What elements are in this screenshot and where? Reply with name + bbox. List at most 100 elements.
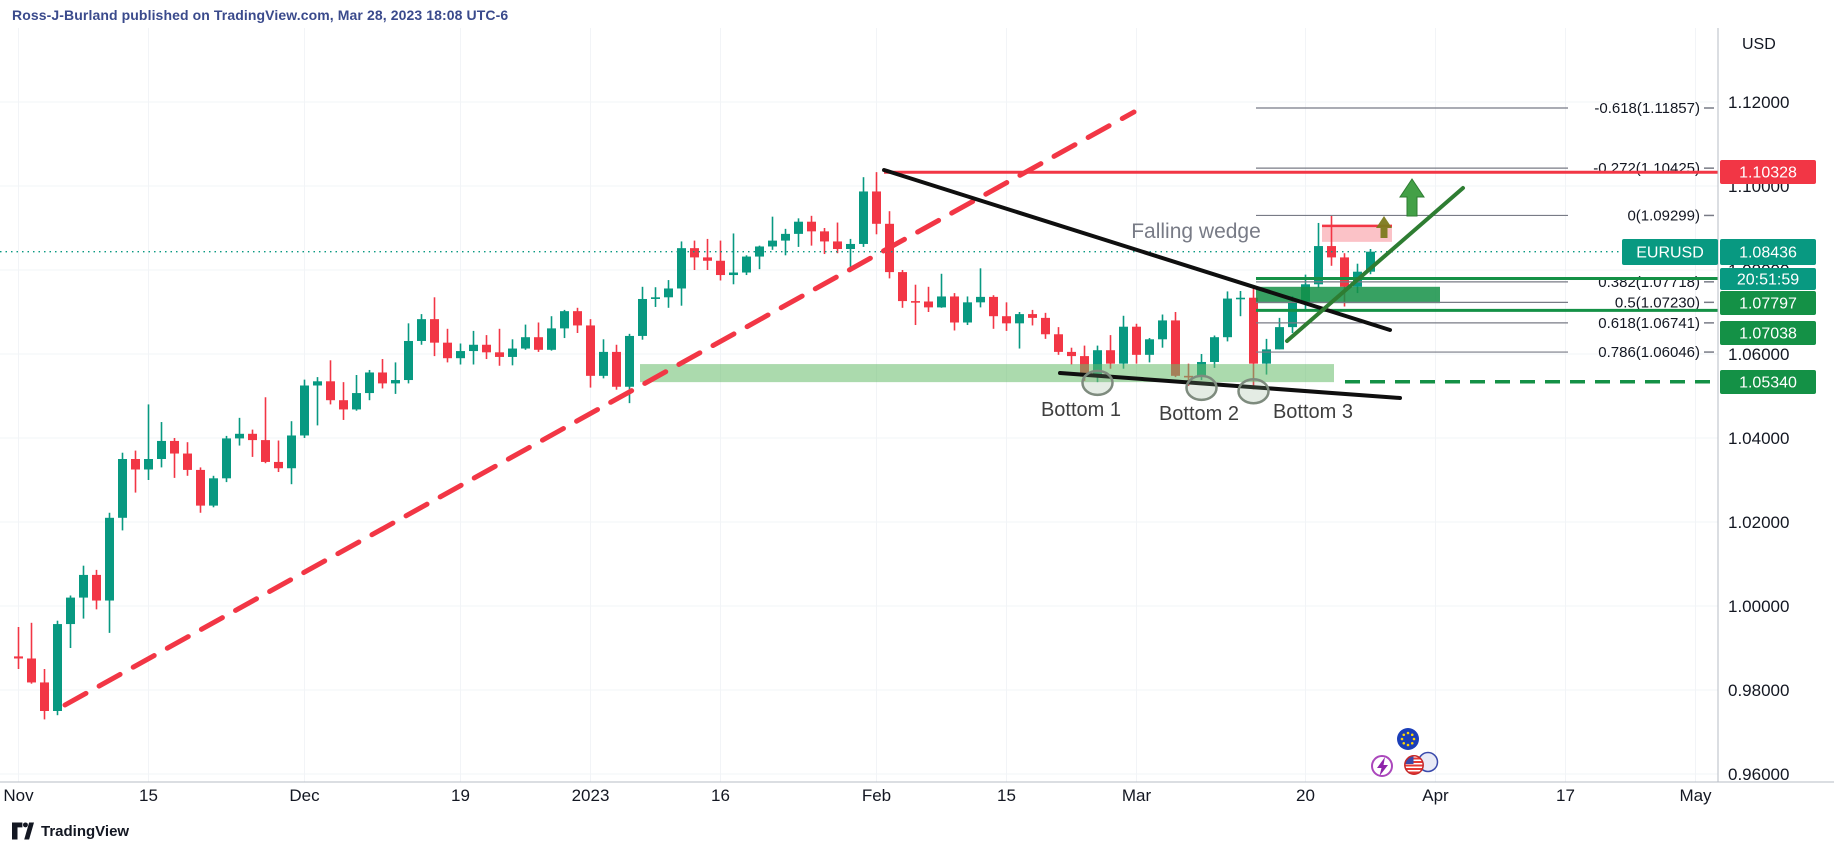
svg-text:2023: 2023: [572, 786, 610, 805]
candle: [131, 450, 140, 493]
candle: [859, 177, 868, 247]
candle: [573, 307, 582, 333]
candle: [989, 295, 998, 329]
fib-retracement[interactable]: -0.618(1.11857) -0.272(1.10425) 0(1.09299)…: [1256, 100, 1714, 361]
candle: [677, 241, 686, 306]
price-axis[interactable]: [1718, 0, 1834, 782]
annotation-falling-wedge: Falling wedge: [1131, 220, 1261, 243]
candle: [950, 293, 959, 331]
candle: [1067, 347, 1076, 365]
ascending-dashed-trendline[interactable]: [62, 109, 1137, 708]
candle: [742, 255, 751, 276]
candle: [924, 286, 933, 312]
breakout-trendline[interactable]: [1285, 186, 1465, 343]
fib-level-label: 0.786(1.06046): [1598, 344, 1700, 361]
candle: [274, 440, 283, 473]
price-badge: [1720, 239, 1816, 265]
candle: [170, 438, 179, 478]
candle: [417, 314, 426, 345]
fib-level-label: -0.272(1.10425): [1593, 160, 1700, 177]
candle: [872, 172, 881, 235]
candle: [482, 335, 491, 360]
fib-level-label: 0.618(1.06741): [1598, 315, 1700, 332]
small-arrow-icon[interactable]: [1376, 216, 1392, 238]
candle: [1119, 315, 1128, 369]
candle: [690, 240, 699, 270]
bottom-marker-circle[interactable]: [1237, 378, 1270, 405]
svg-text:1.07038: 1.07038: [1739, 326, 1797, 343]
candle: [534, 322, 543, 352]
candle: [1145, 338, 1154, 363]
candle: [638, 286, 647, 340]
candle: [937, 273, 946, 308]
candle: [313, 377, 322, 426]
footer-bar: TradingView: [12, 822, 129, 840]
candle: [547, 316, 556, 351]
candle: [1132, 323, 1141, 364]
candle: [209, 475, 218, 508]
support-zone[interactable]: [640, 364, 1334, 383]
wedge-upper-trendline[interactable]: [882, 168, 1392, 332]
candle: [391, 362, 400, 394]
candle: [1041, 312, 1050, 339]
svg-text:1.08436: 1.08436: [1739, 245, 1797, 262]
fib-level-label: 0(1.09299): [1627, 207, 1700, 224]
fib-level-label: -0.618(1.11857): [1594, 100, 1700, 117]
candle: [612, 344, 621, 390]
candle: [820, 228, 829, 255]
svg-text:Dec: Dec: [289, 786, 320, 805]
candle: [183, 442, 192, 476]
candle: [66, 595, 75, 648]
svg-text:0.96000: 0.96000: [1728, 765, 1789, 784]
svg-text:0.98000: 0.98000: [1728, 681, 1789, 700]
svg-text:15: 15: [997, 786, 1016, 805]
svg-text:15: 15: [139, 786, 158, 805]
svg-text:17: 17: [1556, 786, 1575, 805]
candle: [157, 422, 166, 468]
candle: [430, 297, 439, 357]
svg-text:20:51:59: 20:51:59: [1737, 272, 1799, 289]
attribution-text: Ross-J-Burland published on TradingView.…: [12, 7, 509, 23]
svg-text:1.10328: 1.10328: [1739, 165, 1797, 182]
candle: [495, 328, 504, 366]
candle: [794, 218, 803, 247]
candle: [1210, 335, 1219, 368]
svg-text:EURUSD: EURUSD: [1636, 245, 1704, 262]
tradingview-logo-text[interactable]: TradingView: [41, 822, 130, 840]
tradingview-logo-icon[interactable]: [12, 822, 34, 840]
price-badge: [1720, 291, 1816, 315]
candle: [300, 379, 309, 438]
bottom-marker-circle[interactable]: [1081, 369, 1114, 397]
fib-level-label: 0.382(1.07718): [1598, 274, 1700, 291]
candle: [443, 328, 452, 363]
candle: [53, 620, 62, 716]
candle: [1054, 327, 1063, 355]
wedge-lower-trendline[interactable]: [1058, 371, 1402, 400]
candle: [287, 421, 296, 485]
candle: [1236, 291, 1245, 317]
annotation-bottom-2: Bottom 2: [1159, 403, 1239, 425]
candle: [14, 627, 23, 669]
candle: [339, 382, 348, 420]
candle: [755, 245, 764, 270]
candle: [456, 343, 465, 365]
candle: [365, 369, 374, 401]
svg-text:Mar: Mar: [1122, 786, 1152, 805]
svg-text:16: 16: [711, 786, 730, 805]
bullish-arrow-icon[interactable]: [1399, 178, 1425, 217]
supply-zone[interactable]: [1322, 225, 1392, 242]
time-axis[interactable]: [0, 782, 1834, 850]
svg-text:1.06000: 1.06000: [1728, 345, 1789, 364]
candle: [469, 330, 478, 365]
candle: [807, 215, 816, 246]
event-icons[interactable]: [1371, 728, 1439, 777]
candle: [1015, 312, 1024, 349]
candle: [326, 360, 335, 405]
candle: [222, 435, 231, 483]
demand-zone[interactable]: [1256, 286, 1440, 304]
candle: [911, 284, 920, 326]
price-badge: [1720, 321, 1816, 345]
bottom-marker-circle[interactable]: [1185, 374, 1218, 402]
